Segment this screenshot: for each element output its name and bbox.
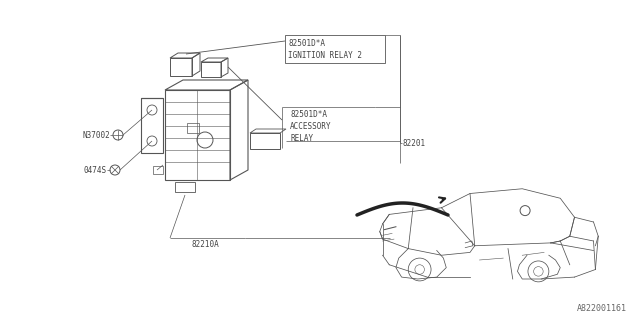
Bar — [201, 62, 221, 77]
Text: 82210A: 82210A — [191, 240, 219, 249]
Bar — [250, 133, 280, 149]
Bar — [141, 98, 163, 153]
Text: 82501D*A
ACCESSORY
RELAY: 82501D*A ACCESSORY RELAY — [290, 110, 332, 143]
Text: 82501D*A
IGNITION RELAY 2: 82501D*A IGNITION RELAY 2 — [288, 39, 362, 60]
Circle shape — [408, 258, 431, 281]
Text: A822001161: A822001161 — [577, 304, 627, 313]
Text: 82201: 82201 — [402, 139, 425, 148]
Bar — [175, 182, 195, 192]
Circle shape — [528, 261, 549, 282]
Bar — [187, 123, 199, 133]
Bar — [170, 58, 192, 76]
Bar — [165, 90, 230, 180]
Text: 0474S: 0474S — [84, 165, 107, 174]
Bar — [153, 166, 163, 174]
Bar — [285, 35, 385, 63]
Text: N37002: N37002 — [83, 131, 110, 140]
